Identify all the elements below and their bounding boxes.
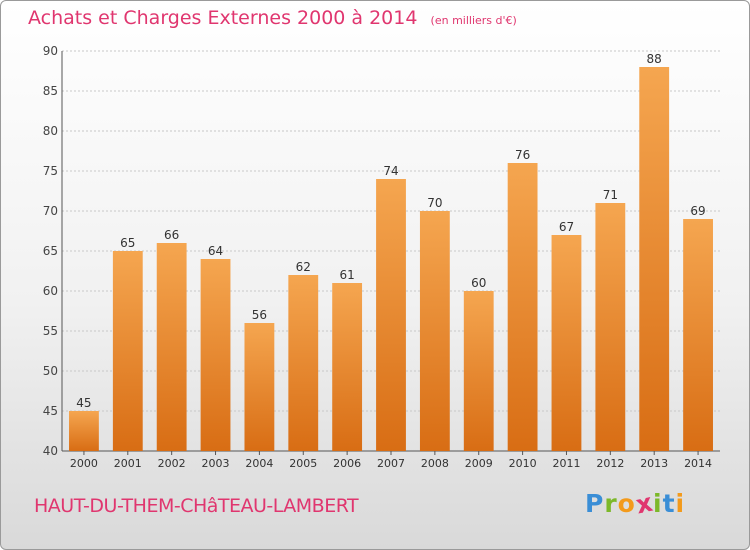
logo-letter: r [604,489,618,518]
bar-2000 [69,411,99,451]
data-label-2013: 88 [647,52,662,66]
y-tick-label: 65 [43,244,58,258]
x-tick-label: 2008 [421,457,449,470]
chart-subtitle: (en milliers d'€) [430,14,517,27]
logo-letter: o [617,489,636,518]
bar-chart: 40 45 50 55 60 65 70 75 80 85 90 45 2000 65 2001 66 2002… [43,44,720,470]
x-tick-label: 2013 [640,457,668,470]
x-tick-label: 2009 [465,457,493,470]
proxiti-logo: Proxiti [585,488,686,520]
x-tick-label: 2002 [158,457,186,470]
bar-2001 [112,251,143,451]
data-label-2014: 69 [690,204,705,218]
x-tick-label: 2004 [245,457,273,470]
bar-2009 [463,291,494,451]
y-tick-label: 70 [43,204,58,218]
x-tick-label: 2006 [333,457,361,470]
y-tick-label: 80 [43,124,58,138]
x-tick-label: 2005 [289,457,317,470]
y-tick-label: 85 [43,84,58,98]
y-tick-label: 50 [43,364,58,378]
y-tick-label: 55 [43,324,58,338]
bar-2005 [288,275,319,451]
bar-2013 [639,67,670,451]
y-tick-label: 90 [43,44,58,58]
logo-letter: P [585,489,605,518]
x-tick-label: 2012 [596,457,624,470]
x-tick-label: 2003 [202,457,230,470]
bar-2003 [200,259,231,451]
bar-2011 [551,235,582,451]
y-tick-label: 40 [43,444,58,458]
data-label-2003: 64 [208,244,223,258]
data-label-2000: 45 [76,396,91,410]
bar-2012 [595,203,626,451]
bar-2006 [332,283,363,451]
data-label-2010: 76 [515,148,530,162]
y-tick-label: 45 [43,404,58,418]
logo-letter: t [662,489,676,518]
bar-2008 [419,211,450,451]
x-tick-label: 2010 [509,457,537,470]
bar-2002 [156,243,187,451]
data-label-2006: 61 [339,268,354,282]
x-tick-label: 2001 [114,457,142,470]
title-row: Achats et Charges Externes 2000 à 2014 (… [28,7,517,29]
bar-2014 [683,219,713,451]
x-tick-label: 2000 [70,457,98,470]
y-tick-label: 75 [43,164,58,178]
x-tick-label: 2014 [684,457,712,470]
data-label-2005: 62 [296,260,311,274]
data-label-2008: 70 [427,196,442,210]
x-tick-label: 2007 [377,457,405,470]
bar-2004 [244,323,275,451]
chart-title: Achats et Charges Externes 2000 à 2014 [28,7,418,29]
data-label-2009: 60 [471,276,486,290]
data-label-2011: 67 [559,220,574,234]
bar-2010 [507,163,538,451]
logo-letter: i [653,489,663,518]
data-label-2001: 65 [120,236,135,250]
data-label-2012: 71 [603,188,618,202]
logo-letter: i [675,489,686,518]
data-label-2004: 56 [252,308,267,322]
data-label-2007: 74 [383,164,398,178]
data-label-2002: 66 [164,228,179,242]
commune-name: HAUT-DU-THEM-CHâTEAU-LAMBERT [34,495,359,517]
bar-2007 [376,179,406,451]
y-tick-label: 60 [43,284,58,298]
x-tick-label: 2011 [552,457,580,470]
